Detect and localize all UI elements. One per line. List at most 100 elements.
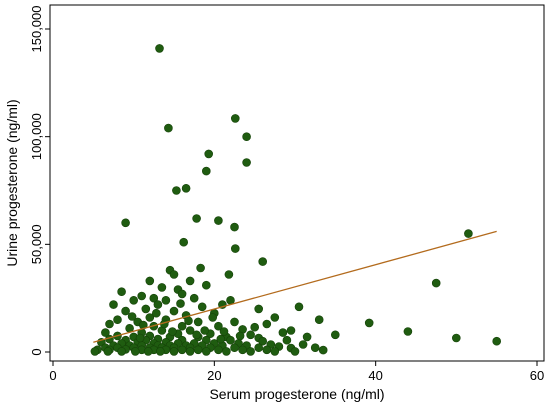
data-point — [122, 307, 130, 315]
data-point — [239, 346, 247, 354]
data-point — [194, 346, 202, 354]
data-point — [247, 347, 255, 355]
x-tick-label: 60 — [530, 368, 544, 383]
data-point — [220, 328, 228, 336]
y-tick-label: 100,000 — [29, 113, 44, 160]
data-point — [205, 150, 213, 158]
data-point — [225, 271, 233, 279]
data-point — [493, 337, 501, 345]
data-point — [142, 305, 150, 313]
data-point — [243, 159, 251, 167]
data-point — [186, 277, 194, 285]
data-point — [172, 187, 180, 195]
x-tick-label: 0 — [49, 368, 56, 383]
data-point — [236, 332, 244, 340]
data-point — [201, 327, 209, 335]
data-point — [243, 133, 251, 141]
data-point — [311, 344, 319, 352]
data-point — [231, 245, 239, 253]
data-point — [106, 320, 114, 328]
data-point — [158, 283, 166, 291]
data-point — [432, 279, 440, 287]
data-point — [231, 114, 239, 122]
data-point — [164, 124, 172, 132]
data-point — [182, 184, 190, 192]
data-point — [271, 314, 279, 322]
data-point — [110, 301, 118, 309]
data-point — [319, 346, 327, 354]
data-point — [178, 290, 186, 298]
y-tick-label: 150,000 — [29, 6, 44, 53]
data-point — [315, 316, 323, 324]
data-point — [214, 346, 222, 354]
data-point — [180, 238, 188, 246]
data-point — [452, 334, 460, 342]
data-point — [168, 328, 176, 336]
data-point — [194, 318, 202, 326]
data-point — [202, 347, 210, 355]
data-point — [202, 281, 210, 289]
data-point — [136, 334, 144, 342]
data-point — [185, 317, 193, 325]
data-point — [197, 264, 205, 272]
data-point — [128, 313, 136, 321]
data-point — [170, 307, 178, 315]
data-point — [231, 318, 239, 326]
data-point — [118, 347, 126, 355]
data-point — [170, 271, 178, 279]
data-point — [91, 347, 99, 355]
data-point — [170, 347, 178, 355]
data-point — [177, 300, 185, 308]
data-point — [178, 346, 186, 354]
data-point — [193, 331, 201, 339]
data-point — [227, 296, 235, 304]
data-point — [227, 336, 235, 344]
data-point — [186, 347, 194, 355]
data-point — [214, 217, 222, 225]
data-point — [118, 288, 126, 296]
y-tick-label: 0 — [29, 348, 44, 355]
data-point — [247, 331, 255, 339]
x-axis-title: Serum progesterone (ng/ml) — [209, 386, 384, 402]
data-point — [138, 292, 146, 300]
x-tick-label: 40 — [368, 368, 382, 383]
data-point — [162, 296, 170, 304]
data-point — [209, 314, 217, 322]
data-point — [144, 347, 152, 355]
data-point — [156, 44, 164, 52]
data-point — [114, 316, 122, 324]
data-point — [154, 301, 162, 309]
data-point — [287, 327, 295, 335]
data-point — [231, 223, 239, 231]
data-point — [198, 303, 206, 311]
data-point — [152, 309, 160, 317]
data-point — [193, 215, 201, 223]
data-point — [190, 294, 198, 302]
data-point — [291, 347, 299, 355]
data-point — [255, 305, 263, 313]
data-point — [303, 333, 311, 341]
y-tick-label: 50,000 — [29, 224, 44, 264]
y-axis-title: Urine progesterone (ng/ml) — [4, 99, 20, 266]
data-point — [263, 320, 271, 328]
data-point — [331, 331, 339, 339]
data-point — [404, 328, 412, 336]
data-point — [279, 329, 287, 337]
data-point — [283, 336, 291, 344]
data-point — [217, 335, 225, 343]
data-point — [131, 347, 139, 355]
data-point — [464, 230, 472, 238]
data-point — [365, 319, 373, 327]
data-point — [146, 277, 154, 285]
data-point — [156, 347, 164, 355]
data-point — [255, 344, 263, 352]
data-point — [271, 347, 279, 355]
data-point — [178, 322, 186, 330]
data-point — [263, 346, 271, 354]
data-point — [104, 347, 112, 355]
data-point — [202, 167, 210, 175]
data-point — [122, 219, 130, 227]
data-point — [299, 341, 307, 349]
data-point — [251, 323, 259, 331]
